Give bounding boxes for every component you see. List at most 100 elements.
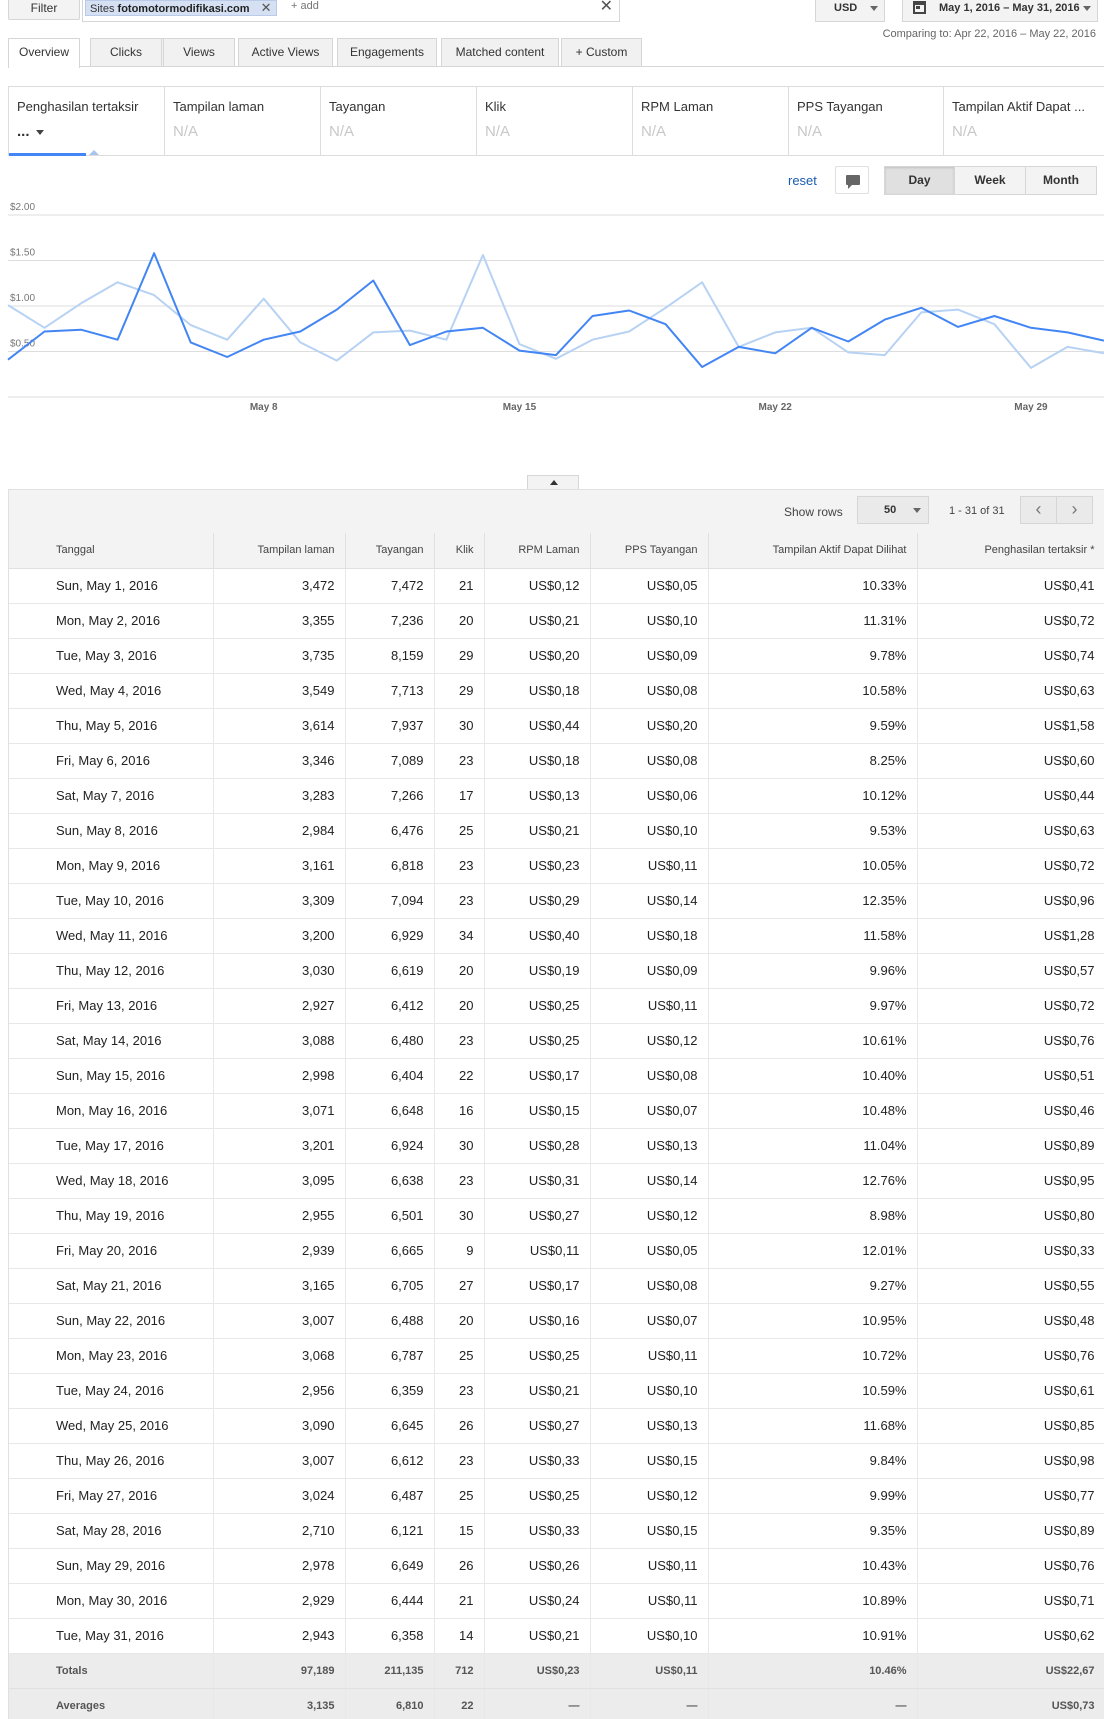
tab-engagements[interactable]: Engagements — [337, 38, 437, 66]
tab-matched-content[interactable]: Matched content — [441, 38, 559, 66]
table-cell: US$0,05 — [590, 1233, 709, 1269]
table-cell: 3,283 — [213, 778, 346, 814]
metric-value: N/A — [952, 123, 978, 140]
chip-value: fotomotormodifikasi.com — [117, 3, 250, 15]
col-header-klik[interactable]: Klik — [434, 533, 485, 569]
table-cell: 23 — [434, 1023, 485, 1059]
metric-label: Klik — [485, 99, 506, 114]
table-cell: 3,200 — [213, 918, 346, 954]
metric-label: Tampilan Aktif Dapat ... — [952, 99, 1085, 114]
col-header-tampilan-laman[interactable]: Tampilan laman — [213, 533, 346, 569]
metric-label: RPM Laman — [641, 99, 714, 114]
table-row: Fri, May 20, 2016 2,939 6,665 9 US$0,11 US$0,… — [9, 1233, 1104, 1269]
chip-close-icon[interactable]: ✕ — [260, 0, 272, 15]
table-cell: 10.89% — [708, 1583, 918, 1619]
table-cell: US$0,11 — [590, 1338, 709, 1374]
table-pager: Show rows 50 1 - 31 of 31 ‹ › — [9, 490, 1104, 533]
table-cell: US$0,40 — [484, 918, 591, 954]
table-cell: 23 — [434, 1373, 485, 1409]
table-row: Mon, May 2, 2016 3,355 7,236 20 US$0,21 US$0,… — [9, 603, 1104, 639]
table-cell: 25 — [434, 1338, 485, 1374]
table-cell: Mon, May 9, 2016 — [9, 848, 214, 884]
filter-box[interactable]: Sites fotomotormodifikasi.com ✕ ✕ — [82, 0, 620, 22]
table-cell: 20 — [434, 603, 485, 639]
table-cell: 10.58% — [708, 673, 918, 709]
site-filter-chip[interactable]: Sites fotomotormodifikasi.com ✕ — [85, 0, 277, 16]
table-cell: 10.61% — [708, 1023, 918, 1059]
col-header-penghasilan[interactable]: Penghasilan tertaksir * — [917, 533, 1104, 569]
col-header-pps-tayangan[interactable]: PPS Tayangan — [590, 533, 709, 569]
chevron-down-icon — [1083, 6, 1091, 11]
filter-button[interactable]: Filter — [8, 0, 80, 20]
prev-page-button[interactable]: ‹ — [1020, 496, 1057, 524]
metric-pps-tayangan[interactable]: PPS Tayangan N/A — [789, 87, 944, 155]
table-cell: 26 — [434, 1408, 485, 1444]
table-cell: US$0,23 — [484, 848, 591, 884]
table-cell: Sat, May 7, 2016 — [9, 778, 214, 814]
table-row: Tue, May 24, 2016 2,956 6,359 23 US$0,21 US$0… — [9, 1373, 1104, 1409]
table-cell: US$0,08 — [590, 1058, 709, 1094]
table-cell: 6,612 — [345, 1443, 435, 1479]
table-cell: 26 — [434, 1548, 485, 1584]
clear-filter-icon[interactable]: ✕ — [599, 0, 613, 15]
granularity-month[interactable]: Month — [1025, 166, 1097, 195]
table-cell: US$0,44 — [484, 708, 591, 744]
tab-active-views[interactable]: Active Views — [238, 38, 333, 66]
table-row: Fri, May 13, 2016 2,927 6,412 20 US$0,25 US$0… — [9, 988, 1104, 1024]
table-row: Fri, May 27, 2016 3,024 6,487 25 US$0,25 US$0… — [9, 1478, 1104, 1514]
table-cell: 2,939 — [213, 1233, 346, 1269]
add-filter-input[interactable] — [291, 0, 551, 12]
table-cell: 6,412 — [345, 988, 435, 1024]
table-cell: US$0,60 — [917, 743, 1104, 779]
table-cell: US$0,11 — [590, 848, 709, 884]
metric-tampilan-laman[interactable]: Tampilan laman N/A — [165, 87, 321, 155]
rows-per-page-select[interactable]: 50 — [857, 496, 929, 524]
table-cell: 6,787 — [345, 1338, 435, 1374]
table-cell: 3,201 — [213, 1128, 346, 1164]
currency-select[interactable]: USD — [815, 0, 885, 22]
collapse-chart-button[interactable] — [527, 475, 579, 489]
table-cell: Tue, May 3, 2016 — [9, 638, 214, 674]
tab-clicks-btn[interactable]: Clicks — [90, 38, 162, 66]
table-cell: Wed, May 18, 2016 — [9, 1163, 214, 1199]
table-cell: 3,355 — [213, 603, 346, 639]
table-cell: US$0,15 — [590, 1443, 709, 1479]
metric-rpm-laman[interactable]: RPM Laman N/A — [633, 87, 789, 155]
tab-views[interactable]: Views — [163, 38, 235, 66]
table-cell: 25 — [434, 813, 485, 849]
table-cell: US$0,28 — [484, 1128, 591, 1164]
table-cell: Thu, May 26, 2016 — [9, 1443, 214, 1479]
table-cell: 7,266 — [345, 778, 435, 814]
col-header-tanggal[interactable]: Tanggal — [9, 533, 214, 569]
metric-penghasilan[interactable]: Penghasilan tertaksir ... — [9, 87, 165, 156]
col-header-tayangan[interactable]: Tayangan — [345, 533, 435, 569]
granularity-day[interactable]: Day — [884, 166, 955, 195]
table-cell: 20 — [434, 988, 485, 1024]
table-cell: US$0,09 — [590, 953, 709, 989]
table-cell: Mon, May 30, 2016 — [9, 1583, 214, 1619]
tab-custom[interactable]: + Custom — [561, 38, 642, 66]
table-cell: 6,648 — [345, 1093, 435, 1129]
table-cell: 3,735 — [213, 638, 346, 674]
granularity-week[interactable]: Week — [954, 166, 1026, 195]
table-cell: — — [708, 1688, 918, 1719]
metric-tayangan[interactable]: Tayangan N/A — [321, 87, 477, 155]
metric-klik[interactable]: Klik N/A — [477, 87, 633, 155]
table-row: Thu, May 12, 2016 3,030 6,619 20 US$0,19 US$0… — [9, 953, 1104, 989]
annotation-button[interactable] — [835, 166, 869, 194]
table-cell: US$0,17 — [484, 1058, 591, 1094]
next-page-button[interactable]: › — [1056, 496, 1093, 524]
table-cell: US$0,09 — [590, 638, 709, 674]
metric-tampilan-aktif[interactable]: Tampilan Aktif Dapat ... N/A — [944, 87, 1104, 155]
tab-overview[interactable]: Overview — [8, 38, 80, 68]
y-tick-label: $1.50 — [10, 248, 35, 259]
date-range-picker[interactable]: May 1, 2016 – May 31, 2016 — [902, 0, 1098, 22]
table-cell: US$0,11 — [484, 1233, 591, 1269]
table-cell: US$0,62 — [917, 1618, 1104, 1654]
table-cell: 11.68% — [708, 1408, 918, 1444]
chevron-up-icon — [550, 480, 558, 485]
col-header-rpm-laman[interactable]: RPM Laman — [484, 533, 591, 569]
table-cell: US$0,27 — [484, 1198, 591, 1234]
col-header-tampilan-aktif[interactable]: Tampilan Aktif Dapat Dilihat — [708, 533, 918, 569]
reset-link[interactable]: reset — [788, 173, 817, 188]
